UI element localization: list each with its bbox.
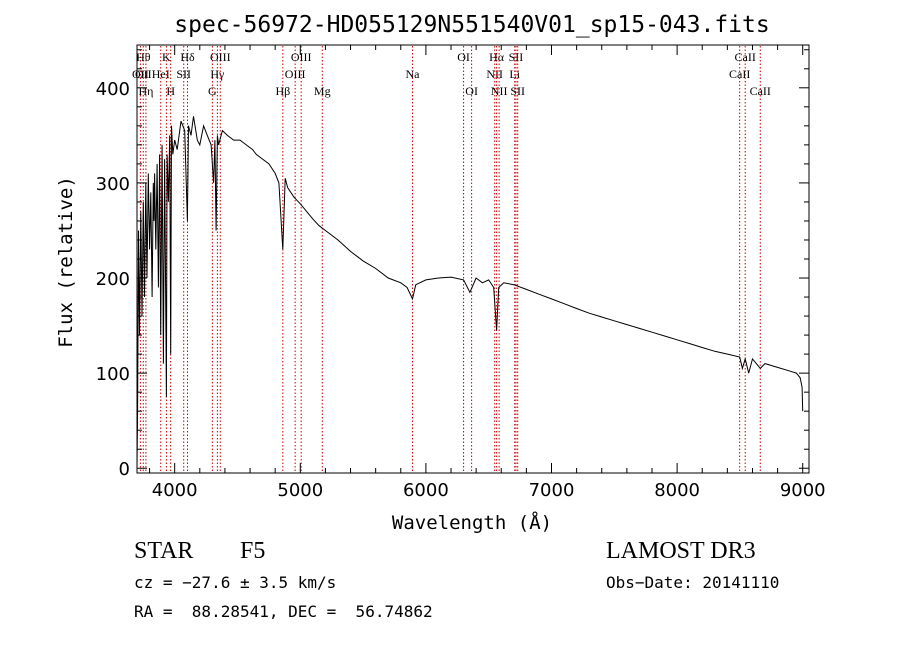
x-tick-label: 7000 <box>529 480 575 501</box>
redshift-readout: cz = −27.6 ± 3.5 km/s <box>134 573 337 592</box>
marker-label: OII <box>132 67 149 81</box>
y-axis-label: Flux (relative) <box>55 176 77 348</box>
axis-ticks: 4000 5000 6000 7000 8000 9000 0 100 200 300 400 <box>96 45 826 501</box>
line-markers: OIIHθOIIHηHeIKHSIIHδGHγOIIIHβOIIIOIIIMgN… <box>132 46 771 472</box>
marker-label: Mg <box>314 84 331 98</box>
obs-date: Obs−Date: 20141110 <box>606 573 780 592</box>
marker-label: OIII <box>285 67 306 81</box>
marker-label: NII <box>491 84 508 98</box>
y-tick-label: 400 <box>96 79 130 100</box>
marker-label: OI <box>457 50 470 64</box>
marker-label: NII <box>486 67 503 81</box>
chart-title: spec-56972-HD055129N551540V01_sp15-043.f… <box>174 12 769 38</box>
y-tick-label: 300 <box>96 174 130 195</box>
y-tick-label: 100 <box>96 364 130 385</box>
spectrum-line <box>136 116 804 469</box>
marker-label: HeI <box>152 67 170 81</box>
x-tick-label: 6000 <box>403 480 449 501</box>
plot-frame <box>136 44 810 474</box>
marker-label: SII <box>510 84 525 98</box>
marker-label: Hα <box>489 50 505 64</box>
marker-label: Hβ <box>275 84 290 98</box>
marker-label: SII <box>509 50 524 64</box>
y-tick-label: 200 <box>96 269 130 290</box>
object-subclass: F5 <box>240 538 266 564</box>
coordinates: RA = 88.28541, DEC = 56.74862 <box>134 602 433 621</box>
marker-label: CaII <box>729 67 750 81</box>
marker-label: K <box>162 50 171 64</box>
x-tick-label: 4000 <box>152 480 198 501</box>
x-tick-label: 9000 <box>780 480 826 501</box>
marker-label: Li <box>509 67 520 81</box>
object-class: STAR <box>134 538 194 564</box>
y-tick-label: 0 <box>119 459 130 480</box>
marker-label: OII <box>135 67 152 81</box>
marker-label: Hη <box>138 84 153 98</box>
survey-label: LAMOST DR3 <box>606 538 756 564</box>
x-axis-label: Wavelength (Å) <box>392 511 552 534</box>
marker-label: SII <box>176 67 191 81</box>
marker-label: OIII <box>210 50 231 64</box>
marker-label: H <box>166 84 175 98</box>
marker-label: CaII <box>750 84 771 98</box>
marker-label: CaII <box>735 50 756 64</box>
marker-label: Hδ <box>180 50 195 64</box>
marker-label: OI <box>465 84 478 98</box>
marker-label: Hθ <box>136 50 151 64</box>
marker-label: OIII <box>291 50 312 64</box>
marker-label: Hγ <box>210 67 225 81</box>
marker-label: G <box>208 84 217 98</box>
marker-label: Na <box>405 67 420 81</box>
x-tick-label: 8000 <box>654 480 700 501</box>
x-tick-label: 5000 <box>277 480 323 501</box>
